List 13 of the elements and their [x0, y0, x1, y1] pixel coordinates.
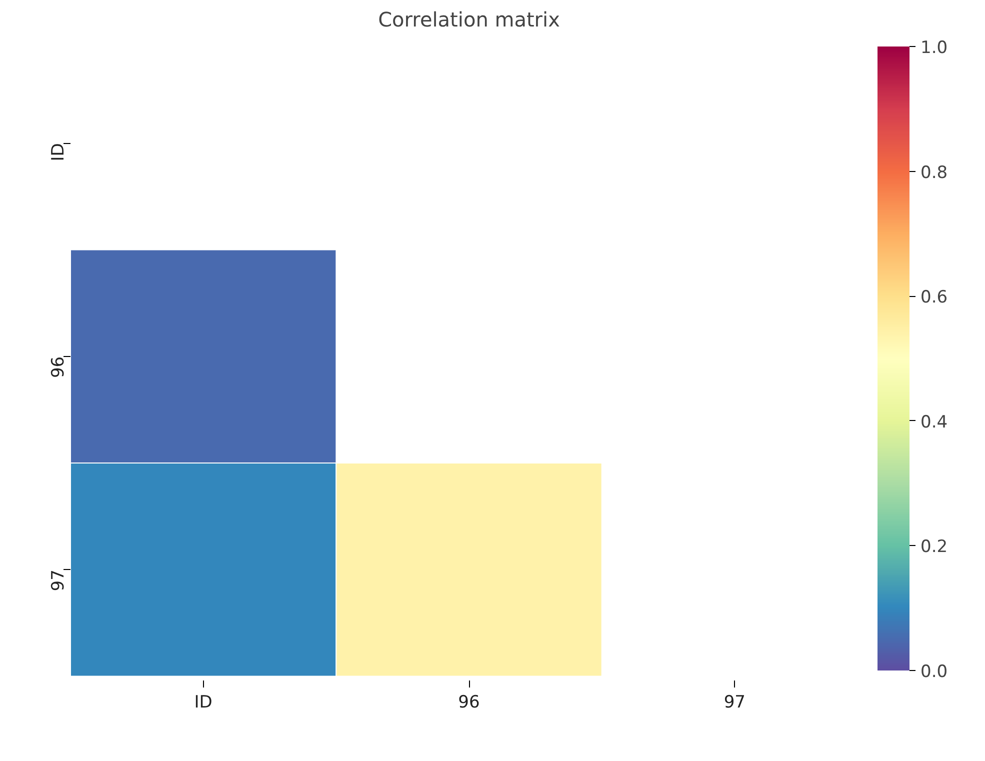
y-tick-label: 97	[48, 570, 68, 592]
y-tick-label: ID	[48, 143, 68, 162]
color-bar-label: 0.4	[920, 412, 948, 432]
color-bar-label: 0.6	[920, 288, 948, 308]
color-bar-label: 0.2	[920, 537, 948, 558]
chart-title: Correlation matrix	[378, 8, 560, 32]
color-bar-label: 0.0	[920, 662, 948, 682]
x-tick-label: 96	[458, 692, 480, 712]
x-tick-label: 97	[724, 692, 746, 712]
y-tick-label: 96	[48, 356, 68, 378]
color-bar-label: 0.8	[920, 162, 948, 183]
color-bar-label: 1.0	[920, 38, 948, 58]
x-tick-label: ID	[194, 692, 212, 712]
